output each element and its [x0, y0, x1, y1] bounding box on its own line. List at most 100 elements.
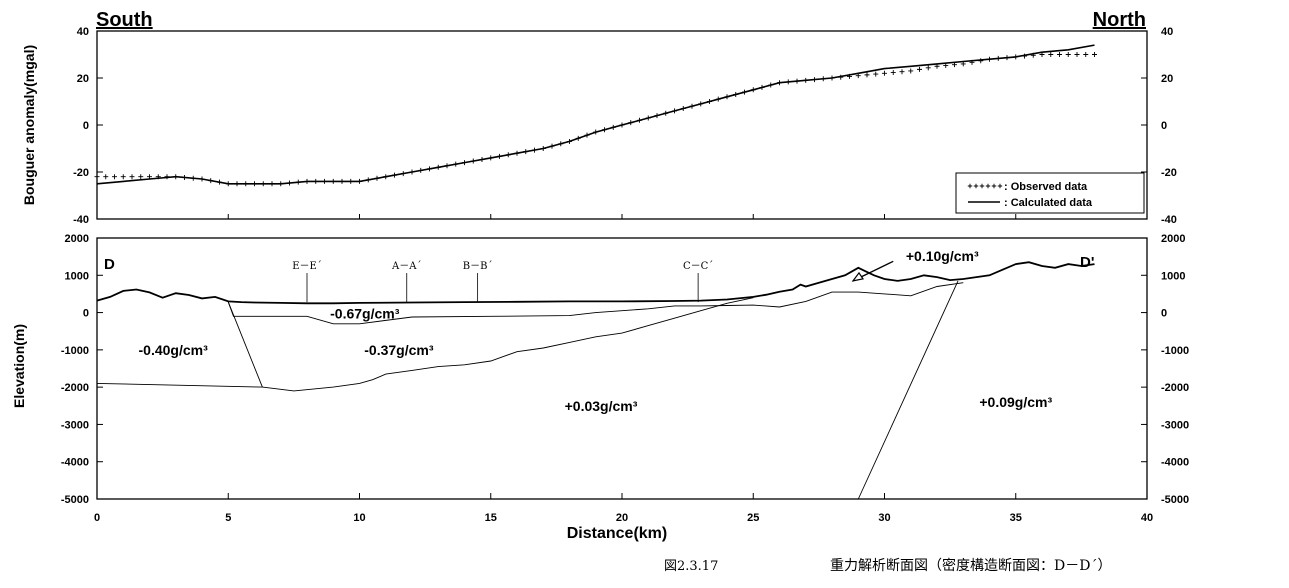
observed-point — [103, 174, 109, 180]
observed-point — [1057, 52, 1062, 57]
section-mark: E－E´ — [292, 261, 322, 303]
observed-point — [138, 174, 144, 180]
bottom-right-tick-label: 2000 — [1161, 233, 1185, 245]
observed-point — [112, 174, 117, 180]
x-tick-label: 20 — [616, 512, 628, 524]
top-right-tick-label: -20 — [1161, 167, 1177, 179]
legend-cross — [967, 183, 973, 189]
top-y-axis-label: Bouguer anomaly(mgal) — [21, 45, 37, 205]
bottom-right-tick-label: 0 — [1161, 308, 1167, 320]
legend-cross — [985, 183, 991, 189]
x-tick-label: 30 — [878, 512, 890, 524]
section-mark: B－B´ — [463, 261, 493, 303]
legend: : Observed data : Calculated data — [955, 172, 1145, 214]
density-label: -0.37g/cm³ — [364, 342, 434, 358]
legend-box — [955, 172, 1145, 214]
density-label: +0.09g/cm³ — [979, 394, 1052, 410]
end-label-d: D — [104, 256, 115, 273]
bottom-left-tick-label: 2000 — [65, 233, 89, 245]
bottom-left-tick-label: -4000 — [61, 457, 89, 469]
section-mark: A－A´ — [391, 261, 421, 303]
observed-point — [908, 68, 914, 74]
topography-line — [96, 261, 1095, 305]
legend-cross — [991, 183, 997, 189]
observed-data-series — [94, 52, 1097, 187]
density-label: +0.03g/cm³ — [565, 398, 638, 414]
bouguer-anomaly-plot: Bouguer anomaly(mgal) 40 40 20 20 0 0 -20 -20 -4… — [21, 26, 1177, 226]
observed-point — [94, 174, 100, 180]
legend-cross — [973, 183, 979, 189]
bottom-y-axis-label: Elevation(m) — [11, 324, 27, 408]
top-right-tick-label: 20 — [1161, 73, 1173, 85]
section-mark-label: E－E´ — [292, 261, 322, 272]
top-left-tick-label: 0 — [83, 120, 89, 132]
bottom-left-tick-label: -2000 — [61, 382, 89, 394]
observed-point — [129, 174, 135, 180]
figure-title: 重力解析断面図（密度構造断面図：D－D´） — [830, 557, 1111, 574]
density-label: -0.40g/cm³ — [139, 342, 209, 358]
top-right-tick-label: 0 — [1161, 120, 1167, 132]
figure-number: 図2.3.17 — [664, 559, 718, 574]
section-mark: C－C´ — [683, 261, 713, 303]
calculated-data-line — [96, 44, 1095, 185]
bottom-left-tick-label: -1000 — [61, 345, 89, 357]
x-tick-label: 0 — [94, 512, 100, 524]
bottom-right-tick-label: -1000 — [1161, 345, 1189, 357]
observed-point — [864, 72, 870, 78]
x-tick-label: 15 — [485, 512, 497, 524]
legend-cross — [979, 183, 985, 189]
top-right-tick-label: 40 — [1161, 26, 1173, 38]
section-mark-label: C－C´ — [683, 261, 713, 272]
bottom-left-tick-label: 0 — [83, 308, 89, 320]
north-header: North — [1093, 9, 1146, 31]
top-left-tick-label: -40 — [73, 214, 89, 226]
south-header: South — [96, 9, 153, 31]
observed-point — [890, 70, 896, 76]
observed-point — [1048, 52, 1054, 57]
top-right-tick-label: -40 — [1161, 214, 1177, 226]
density-label: +0.10g/cm³ — [906, 248, 979, 264]
observed-point — [925, 65, 931, 71]
section-mark-label: A－A´ — [391, 261, 421, 272]
observed-point — [882, 70, 887, 76]
density-arrow-head — [851, 271, 864, 282]
density-boundary-line — [227, 301, 263, 388]
end-label-d-prime: D' — [1080, 254, 1094, 271]
observed-point — [1092, 52, 1097, 57]
section-mark-label: B－B´ — [463, 261, 493, 272]
observed-point — [917, 66, 922, 72]
observed-point — [873, 71, 879, 77]
legend-observed-swatch — [967, 183, 1003, 189]
x-tick-label: 5 — [225, 512, 231, 524]
bottom-right-tick-label: -2000 — [1161, 382, 1189, 394]
top-left-tick-label: -20 — [73, 167, 89, 179]
legend-cross — [997, 183, 1003, 189]
density-boundary-line — [96, 297, 754, 392]
density-boundary-line — [227, 282, 964, 325]
observed-point — [1083, 52, 1089, 57]
bottom-right-tick-label: 1000 — [1161, 270, 1185, 282]
x-tick-label: 40 — [1141, 512, 1153, 524]
legend-calculated-label: : Calculated data — [1004, 197, 1093, 209]
x-tick-label: 10 — [353, 512, 365, 524]
observed-point — [1074, 52, 1080, 57]
observed-point — [120, 174, 126, 180]
x-tick-label: 35 — [1010, 512, 1022, 524]
density-label: -0.67g/cm³ — [330, 305, 400, 321]
bottom-right-tick-label: -4000 — [1161, 457, 1189, 469]
x-axis-label: Distance(km) — [567, 525, 667, 542]
bottom-left-tick-label: -3000 — [61, 419, 89, 431]
observed-point — [899, 69, 905, 75]
density-boundary-line — [857, 280, 959, 500]
bottom-right-tick-label: -3000 — [1161, 419, 1189, 431]
observed-point — [1065, 52, 1071, 57]
bottom-right-tick-label: -5000 — [1161, 494, 1189, 506]
x-tick-label: 25 — [747, 512, 759, 524]
legend-observed-label: : Observed data — [1004, 181, 1088, 193]
bottom-left-tick-label: 1000 — [65, 270, 89, 282]
top-left-tick-label: 40 — [77, 26, 89, 38]
top-left-tick-label: 20 — [77, 73, 89, 85]
bottom-left-tick-label: -5000 — [61, 494, 89, 506]
